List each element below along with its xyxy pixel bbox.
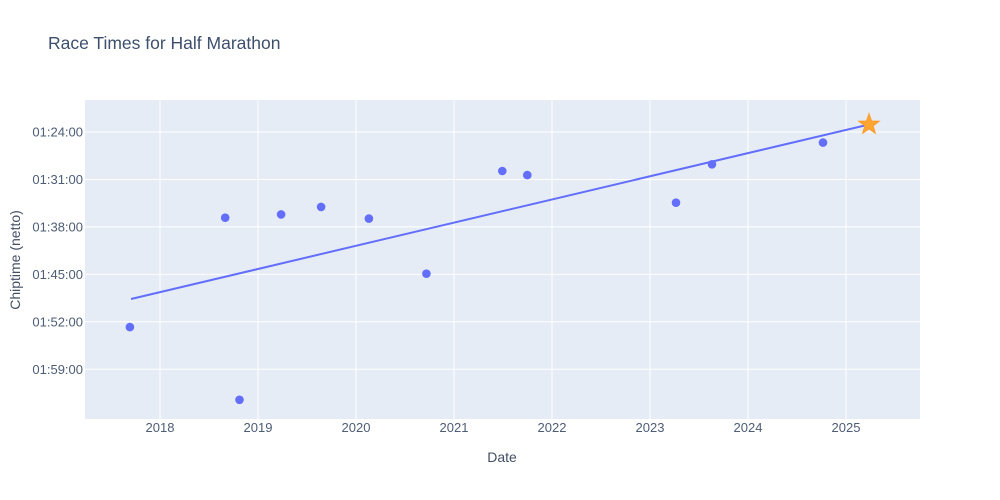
svg-text:2022: 2022 (538, 420, 567, 435)
svg-text:2023: 2023 (636, 420, 665, 435)
svg-text:2019: 2019 (244, 420, 273, 435)
svg-text:2024: 2024 (734, 420, 763, 435)
svg-text:2018: 2018 (146, 420, 175, 435)
svg-text:01:45:00: 01:45:00 (32, 267, 83, 282)
svg-text:01:59:00: 01:59:00 (32, 362, 83, 377)
svg-text:2021: 2021 (440, 420, 469, 435)
svg-text:Chiptime (netto): Chiptime (netto) (7, 210, 23, 310)
svg-text:Date: Date (487, 449, 517, 465)
svg-text:01:38:00: 01:38:00 (32, 219, 83, 234)
svg-text:01:31:00: 01:31:00 (32, 172, 83, 187)
svg-text:2020: 2020 (342, 420, 371, 435)
svg-text:01:52:00: 01:52:00 (32, 314, 83, 329)
svg-text:01:24:00: 01:24:00 (32, 125, 83, 140)
svg-text:2025: 2025 (832, 420, 861, 435)
